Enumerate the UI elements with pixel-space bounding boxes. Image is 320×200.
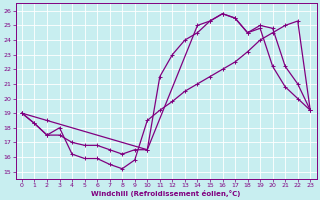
X-axis label: Windchill (Refroidissement éolien,°C): Windchill (Refroidissement éolien,°C) bbox=[92, 190, 241, 197]
